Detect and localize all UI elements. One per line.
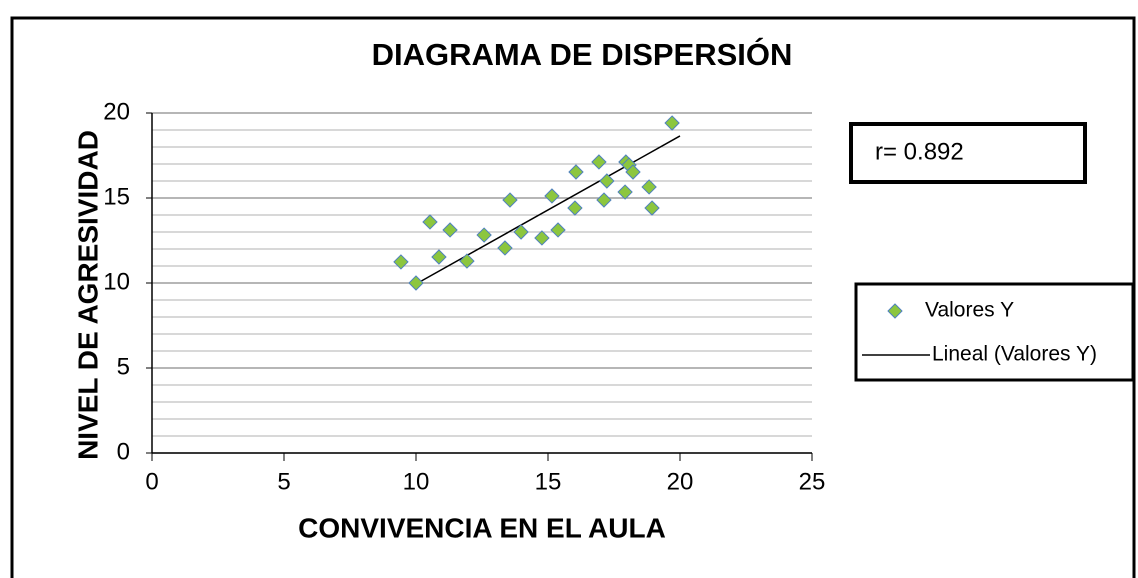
x-tick-label: 25 — [799, 468, 826, 495]
x-tick-label: 0 — [145, 468, 158, 495]
x-tick-label: 15 — [535, 468, 562, 495]
point — [497, 240, 513, 256]
legend-marker — [887, 303, 903, 319]
point — [550, 222, 566, 238]
point — [596, 192, 612, 208]
x-tick-label: 5 — [277, 468, 290, 495]
point — [431, 249, 447, 265]
y-tick-label: 5 — [117, 353, 130, 380]
point — [502, 192, 518, 208]
trendline — [415, 135, 681, 285]
point — [534, 230, 550, 246]
point — [544, 188, 560, 204]
y-tick-label: 0 — [117, 438, 130, 465]
point — [459, 253, 475, 269]
y-axis-title: NIVEL DE AGRESIVIDAD — [72, 130, 103, 460]
x-tick-label: 20 — [667, 468, 694, 495]
point — [567, 200, 583, 216]
point — [617, 184, 633, 200]
point — [568, 164, 584, 180]
point — [599, 173, 615, 189]
x-tick-label: 10 — [403, 468, 430, 495]
chart-title: DIAGRAMA DE DISPERSIÓN — [372, 36, 793, 72]
point — [641, 179, 657, 195]
y-tick-label: 15 — [103, 183, 130, 210]
x-axis-title: CONVIVENCIA EN EL AULA — [298, 512, 666, 543]
legend-label: Lineal (Valores Y) — [932, 343, 1097, 366]
legend-label: Valores Y — [925, 299, 1014, 322]
point — [393, 254, 409, 270]
point — [422, 214, 438, 230]
point — [664, 115, 680, 131]
y-tick-label: 20 — [103, 98, 130, 125]
point — [408, 275, 424, 291]
point — [644, 200, 660, 216]
y-tick-label: 10 — [103, 268, 130, 295]
point — [442, 222, 458, 238]
legend — [854, 282, 1135, 382]
point — [513, 224, 529, 240]
annotation: r= 0.892 — [875, 138, 964, 165]
point — [625, 164, 641, 180]
point — [476, 227, 492, 243]
annotation-box — [849, 122, 1087, 184]
point — [591, 154, 607, 170]
